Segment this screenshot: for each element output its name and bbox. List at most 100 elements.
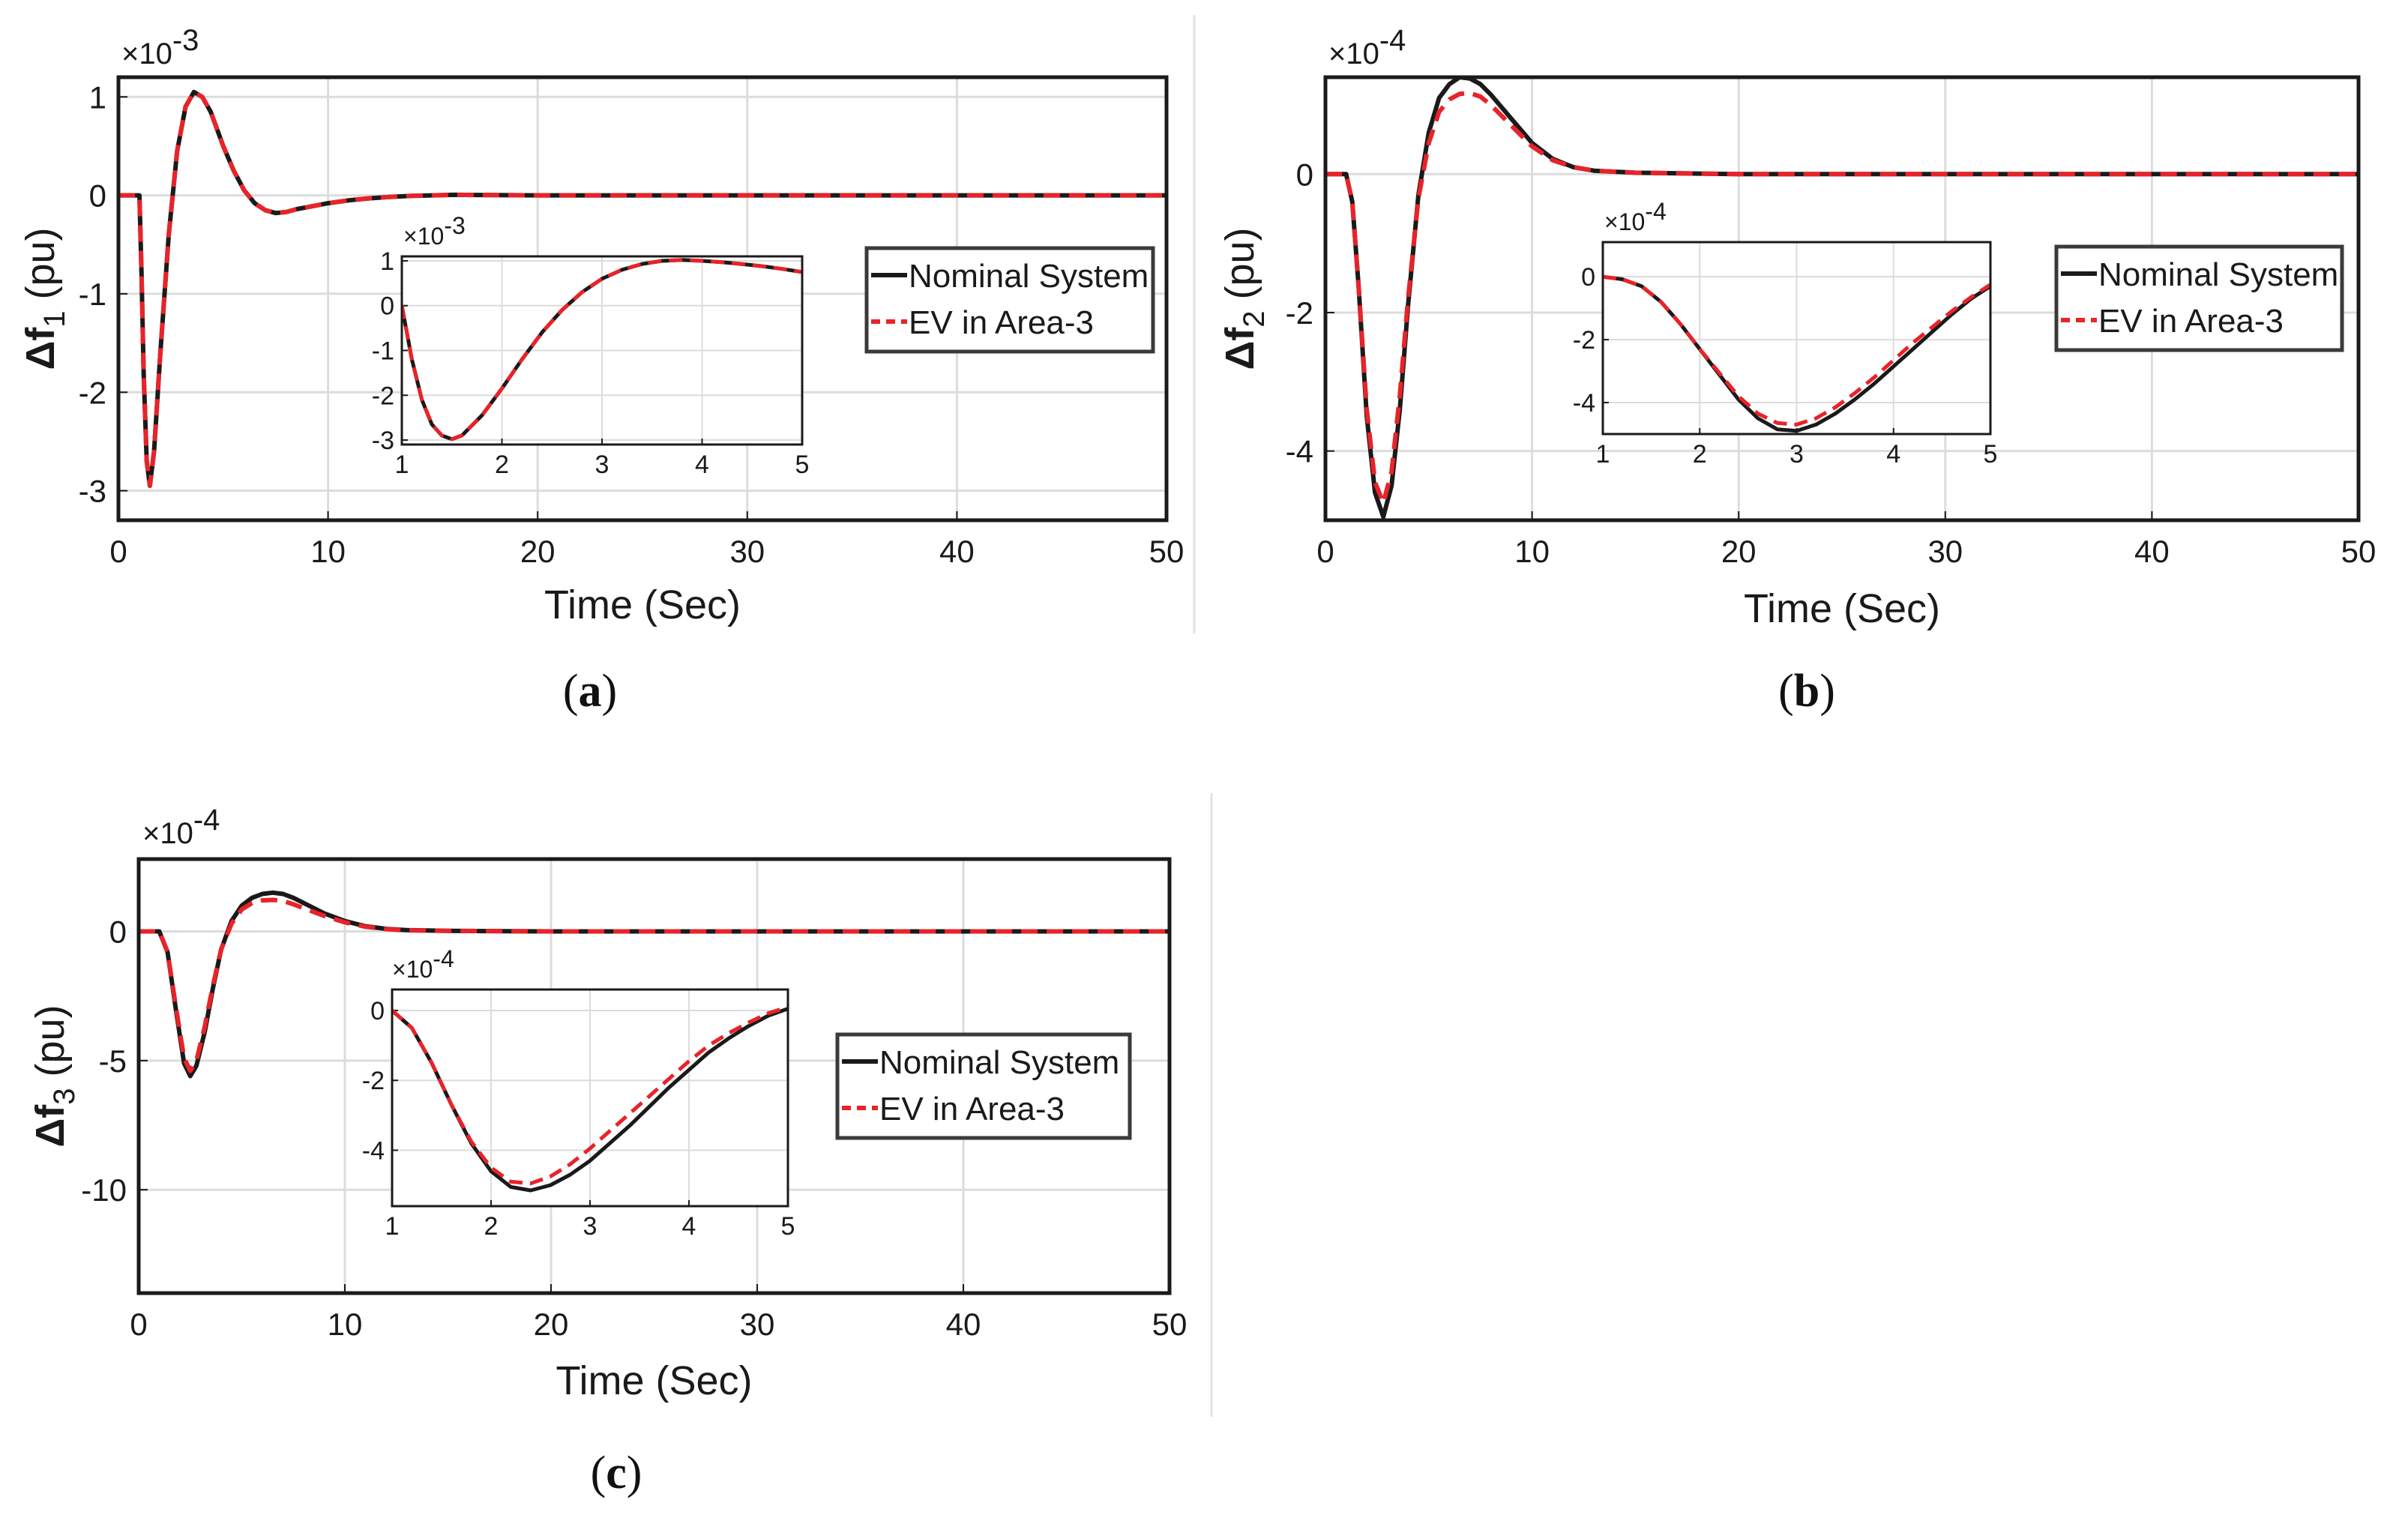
subfigure-caption: (b) <box>1778 666 1835 717</box>
y-tick-label: -2 <box>1286 295 1313 331</box>
x-tick-label: 4 <box>682 1212 696 1241</box>
axis-exponent-label: ×10-4 <box>142 804 220 850</box>
y-tick-label: -10 <box>81 1172 127 1208</box>
x-tick-label: 2 <box>484 1212 499 1241</box>
x-tick-label: 3 <box>583 1212 598 1241</box>
x-tick-label: 4 <box>1886 440 1900 469</box>
x-tick-label: 10 <box>1514 534 1550 569</box>
y-axis-label: Δf1 (pu) <box>18 227 71 370</box>
plot-frame <box>136 857 1172 1295</box>
inset-plot: 1 2 3 4 5 0 -2 -4 ×10-4 <box>1573 198 1998 469</box>
legend-box <box>835 1032 1132 1140</box>
legend: Nominal System EV in Area-3 <box>864 246 1155 354</box>
x-tick-label: 2 <box>495 451 509 479</box>
series-line-ev-area3 <box>1603 274 1990 427</box>
x-tick-label: 5 <box>781 1212 795 1241</box>
inset-frame <box>391 988 789 1208</box>
x-tick-label: 5 <box>795 451 810 479</box>
inset-plot: 1 2 3 4 5 0 -2 -4 ×10-4 <box>362 945 795 1241</box>
y-tick-label: 0 <box>1296 157 1313 192</box>
legend: Nominal System EV in Area-3 <box>835 1032 1132 1140</box>
axis-exponent-label: ×10-4 <box>1328 24 1406 70</box>
y-tick-label: -3 <box>372 427 394 455</box>
x-tick-label: 5 <box>1984 440 1998 469</box>
x-tick-label: 30 <box>729 534 765 569</box>
x-tick-label: 40 <box>939 534 975 569</box>
legend-label: Nominal System <box>909 258 1149 295</box>
x-tick-label: 0 <box>1316 534 1334 569</box>
y-tick-label: -2 <box>79 375 106 410</box>
y-tick-label: -1 <box>79 277 106 312</box>
legend-box <box>864 246 1155 354</box>
x-tick-label: 1 <box>385 1212 400 1241</box>
inset-plot: 1 2 3 4 5 1 0 -1 -2 -3 ×10-3 <box>372 212 810 479</box>
legend: Nominal System EV in Area-3 <box>2054 244 2344 352</box>
legend-label: Nominal System <box>2098 256 2338 293</box>
y-tick-label: 0 <box>89 178 106 214</box>
inset-frame <box>1601 241 1992 436</box>
x-tick-label: 10 <box>310 534 346 569</box>
x-tick-label: 50 <box>1149 534 1185 569</box>
series-line-ev-area3 <box>392 1005 788 1186</box>
plot-frame <box>1323 75 2361 522</box>
y-tick-label: 0 <box>370 997 385 1025</box>
series-line-ev-area3 <box>402 258 802 442</box>
x-axis-label: Time (Sec) <box>1744 586 1940 631</box>
series-line-ev-area3 <box>1325 91 2359 505</box>
subfigure-caption: (c) <box>591 1448 642 1499</box>
x-tick-label: 1 <box>1596 440 1610 469</box>
x-tick-label: 30 <box>1927 534 1963 569</box>
y-tick-label: -1 <box>372 337 394 366</box>
x-axis-label: Time (Sec) <box>544 582 741 627</box>
inset-frame <box>400 255 804 446</box>
legend-label: EV in Area-3 <box>879 1091 1065 1127</box>
y-tick-label: 0 <box>380 292 394 321</box>
y-tick-label: -2 <box>362 1067 385 1095</box>
x-tick-label: 0 <box>109 534 127 569</box>
axis-exponent-label: ×10-3 <box>121 24 199 70</box>
inset-exponent-label: ×10-3 <box>403 212 466 250</box>
y-tick-label: -3 <box>79 474 106 509</box>
legend-box <box>2054 244 2344 352</box>
x-tick-label: 0 <box>130 1307 147 1342</box>
x-tick-label: 40 <box>2134 534 2170 569</box>
x-tick-label: 4 <box>695 451 709 479</box>
x-tick-label: 20 <box>520 534 556 569</box>
y-tick-label: -5 <box>99 1043 127 1079</box>
x-axis-label: Time (Sec) <box>556 1358 752 1403</box>
x-tick-label: 1 <box>395 451 409 479</box>
x-tick-label: 3 <box>1790 440 1804 469</box>
y-tick-label: -4 <box>1286 434 1313 469</box>
y-axis-label: Δf2 (pu) <box>1217 227 1271 370</box>
x-tick-label: 3 <box>595 451 609 479</box>
x-tick-label: 40 <box>946 1307 981 1342</box>
y-tick-label: -4 <box>1573 389 1595 418</box>
plot-frame <box>116 75 1169 522</box>
series-line-ev-area3 <box>118 89 1167 488</box>
inset-exponent-label: ×10-4 <box>1604 198 1667 235</box>
y-tick-label: -4 <box>362 1136 385 1165</box>
y-tick-label: -2 <box>1573 326 1595 355</box>
y-tick-label: 1 <box>89 79 106 115</box>
x-tick-label: 2 <box>1693 440 1707 469</box>
x-tick-label: 10 <box>328 1307 363 1342</box>
x-tick-label: 50 <box>1152 1307 1188 1342</box>
y-axis-label: Δf3 (pu) <box>28 1005 81 1147</box>
legend-label: EV in Area-3 <box>2098 303 2284 340</box>
legend-label: Nominal System <box>879 1044 1119 1081</box>
x-tick-label: 50 <box>2341 534 2377 569</box>
y-tick-label: 1 <box>380 247 394 276</box>
legend-label: EV in Area-3 <box>909 304 1094 341</box>
subfigure-caption: (a) <box>563 666 617 717</box>
inset-exponent-label: ×10-4 <box>392 945 454 983</box>
x-tick-label: 20 <box>534 1307 569 1342</box>
x-tick-label: 20 <box>1721 534 1757 569</box>
y-tick-label: 0 <box>1581 263 1595 292</box>
series-line-ev-area3 <box>139 897 1170 1073</box>
y-tick-label: 0 <box>109 915 127 950</box>
y-tick-label: -2 <box>372 382 394 410</box>
